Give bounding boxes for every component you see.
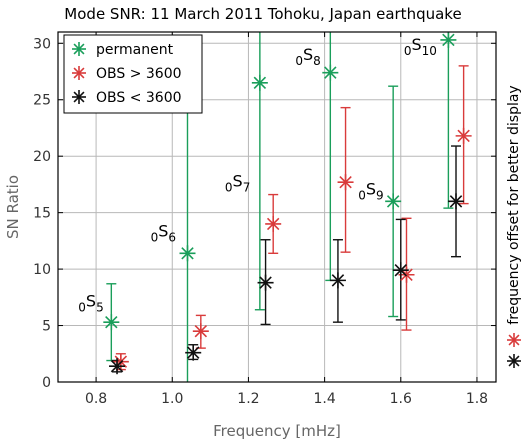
marker-stroke <box>449 195 463 208</box>
legend-label: OBS > 3600 <box>96 66 182 82</box>
mode-label-order: 9 <box>376 189 384 203</box>
mode-label-prefix: 0 <box>225 181 233 195</box>
data-point <box>257 274 274 291</box>
mode-label-letter: S <box>233 172 243 191</box>
side-black-marker <box>507 354 521 368</box>
legend-marker <box>72 90 86 104</box>
y-tick-label: 20 <box>33 149 51 165</box>
mode-label: 0S10 <box>404 35 437 58</box>
x-tick-label: 0.8 <box>85 391 107 407</box>
data-point <box>192 323 209 340</box>
x-axis-label: Frequency [mHz] <box>213 422 341 440</box>
side-red-marker <box>507 333 521 347</box>
marker-stroke <box>73 43 85 55</box>
data-point <box>251 74 268 91</box>
mode-label-prefix: 0 <box>295 54 303 68</box>
marker-stroke <box>73 91 85 103</box>
data-point <box>109 358 126 375</box>
data-point <box>337 174 354 191</box>
mode-label-order: 8 <box>313 54 321 68</box>
data-point <box>185 344 202 361</box>
x-tick-label: 1.2 <box>237 391 259 407</box>
chart-title: Mode SNR: 11 March 2011 Tohoku, Japan ea… <box>64 5 461 23</box>
marker-stroke <box>105 315 118 329</box>
data-point <box>448 193 465 210</box>
marker-stroke <box>253 76 267 90</box>
mode-label-order: 5 <box>96 300 104 314</box>
plot-frame <box>57 31 497 383</box>
x-tick-label: 1.8 <box>466 391 488 407</box>
mode-label: 0S9 <box>358 180 383 203</box>
side-annotation-text: frequency offset for better display <box>506 85 522 324</box>
x-tick-label: 1.0 <box>161 391 183 407</box>
y-tick-label: 25 <box>33 93 51 109</box>
marker-stroke <box>110 359 124 373</box>
legend-label: permanent <box>96 42 174 58</box>
mode-label: 0S5 <box>78 291 103 314</box>
marker-stroke <box>386 195 400 208</box>
mode-label: 0S8 <box>295 45 320 68</box>
marker-stroke <box>194 324 208 338</box>
mode-label-letter: S <box>366 180 376 199</box>
data-point <box>179 245 196 262</box>
legend: permanent OBS > 3600 OBS < 3600 <box>63 34 203 114</box>
data-point <box>385 193 402 210</box>
legend-marker <box>72 42 86 56</box>
marker-stroke <box>73 67 85 79</box>
data-point <box>265 215 282 232</box>
mode-label-order: 10 <box>422 44 437 58</box>
legend-label: OBS < 3600 <box>96 90 182 106</box>
mode-label: 0S6 <box>151 221 176 244</box>
y-tick-label: 5 <box>42 319 51 335</box>
mode-label-letter: S <box>86 291 96 310</box>
data-point <box>322 64 339 81</box>
mode-label-prefix: 0 <box>78 300 86 314</box>
data-point <box>103 314 120 331</box>
legend-marker <box>72 66 86 80</box>
mode-label-letter: S <box>303 45 313 64</box>
marker-stroke <box>339 175 352 189</box>
marker-stroke <box>457 129 470 143</box>
marker-stroke <box>181 247 194 260</box>
marker-stroke <box>508 334 520 346</box>
x-tick-label: 1.6 <box>390 391 412 407</box>
data-point <box>329 272 346 289</box>
marker-stroke <box>331 274 345 287</box>
marker-stroke <box>508 355 520 367</box>
y-tick-label: 15 <box>33 206 51 222</box>
data-point <box>455 127 472 144</box>
marker-stroke <box>266 217 280 231</box>
marker-stroke <box>442 33 455 47</box>
side-annotation: frequency offset for better display <box>506 85 522 368</box>
mode-label: 0S7 <box>225 172 250 195</box>
mode-label-letter: S <box>412 35 422 54</box>
marker-stroke <box>259 276 272 289</box>
marker-stroke <box>186 346 200 359</box>
y-tick-label: 30 <box>33 36 51 52</box>
marker-stroke <box>324 66 337 79</box>
mode-label-prefix: 0 <box>358 189 366 203</box>
x-tick-label: 1.4 <box>313 391 335 407</box>
mode-label-prefix: 0 <box>404 44 412 58</box>
y-axis-label: SN Ratio <box>4 175 22 239</box>
y-tick-label: 10 <box>33 262 51 278</box>
marker-stroke <box>394 264 408 277</box>
mode-label-order: 7 <box>243 181 251 195</box>
mode-label-prefix: 0 <box>151 230 159 244</box>
data-point <box>392 262 409 279</box>
y-tick-label: 0 <box>42 375 51 391</box>
mode-label-order: 6 <box>168 230 176 244</box>
mode-label-letter: S <box>158 221 168 240</box>
marker-stroke <box>400 268 413 281</box>
data-point <box>440 31 457 48</box>
markers <box>103 31 472 375</box>
legend-box <box>63 34 203 114</box>
